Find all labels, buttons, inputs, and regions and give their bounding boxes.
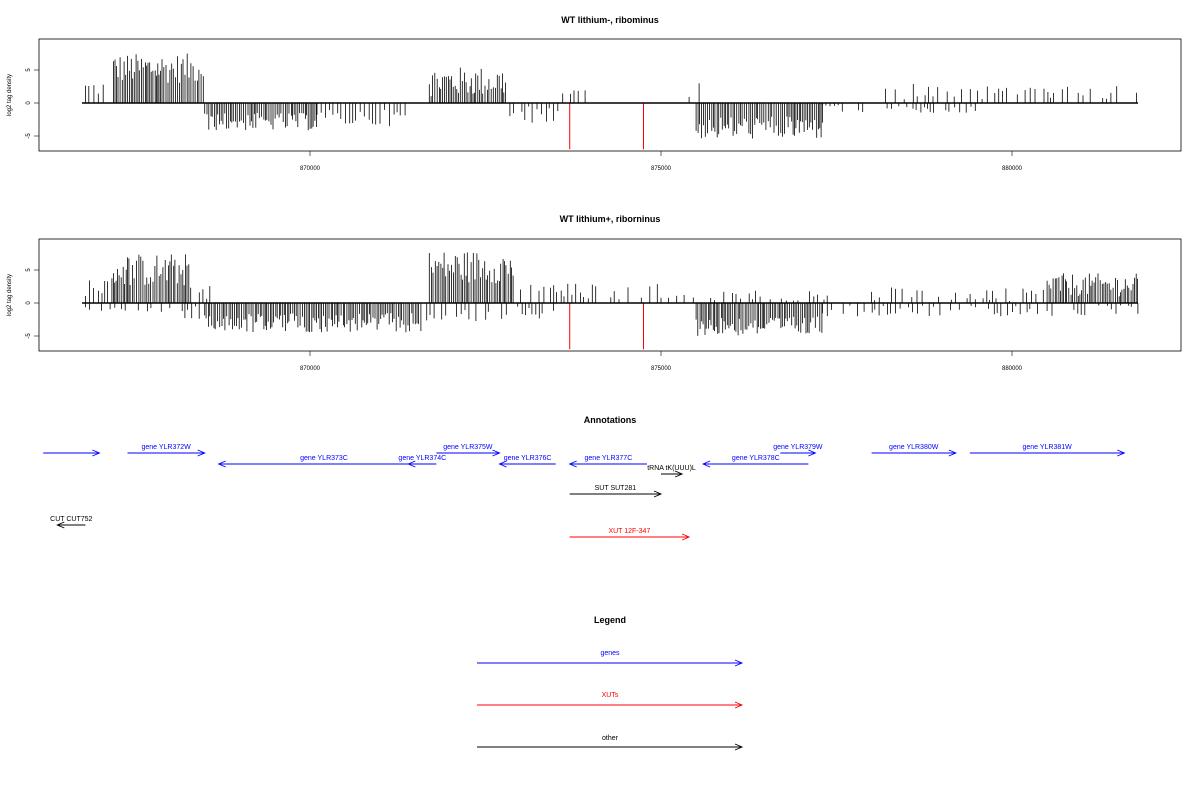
feature-arrowhead [681, 533, 691, 541]
legend-label-xuts: XUTs [602, 692, 619, 699]
feature-label: SUT SUT281 [595, 485, 637, 492]
panel1-bars [85, 53, 1137, 150]
feature-label: gene YLR373C [300, 455, 348, 462]
feature-label: gene YLR379W [773, 444, 823, 451]
feature-arrowhead [217, 460, 226, 468]
feature-label: gene YLR376C [504, 455, 552, 462]
feature-label: gene YLR375W [443, 444, 493, 451]
feature-label: gene YLR377C [585, 455, 633, 462]
panel2-ytick-label: 5 [26, 268, 32, 272]
panel2-ylabel: log2 tag density [7, 274, 13, 316]
panel2-title: WT lithium+, riborninus [560, 214, 661, 224]
legend-arrowhead-genes [734, 659, 744, 667]
panel1-ytick-label: -5 [26, 133, 32, 139]
panel1-ytick-label: 0 [26, 101, 32, 105]
panel1-xtick-label: 870000 [300, 166, 321, 172]
panel1-x-axis: 870000 875000 880000 [300, 151, 1023, 172]
feature-arrowhead [56, 521, 65, 529]
annotation-features: gene YLR372W gene YLR373C gene YLR374C gene… [43, 444, 1126, 541]
legend-label-other: other [602, 735, 619, 742]
feature-label: XUT 12F-347 [608, 528, 650, 535]
feature-arrowhead [568, 460, 577, 468]
feature-arrowhead [492, 449, 501, 457]
legend-label-genes: genes [600, 650, 620, 657]
feature-arrowhead [653, 490, 663, 498]
feature-arrowhead [1117, 449, 1126, 457]
panel1-ytick-label: 5 [26, 68, 32, 72]
panel1-xtick-label: 875000 [651, 166, 672, 172]
panel1-ylabel: log2 tag density [7, 74, 13, 116]
feature-label: gene YLR380W [889, 444, 939, 451]
legend-item-other: other [477, 735, 744, 751]
panel2-y-axis: -5 0 5 [26, 268, 39, 339]
panel2-frame [38, 238, 1182, 352]
annotations-title: Annotations [584, 415, 637, 425]
feature-arrowhead [948, 449, 957, 457]
feature-label: gene YLR381W [1022, 444, 1072, 451]
feature-arrowhead [701, 460, 711, 468]
legend-item-xuts: XUTs [477, 692, 744, 709]
legend-item-genes: genes [477, 650, 744, 667]
feature-label: gene YLR372W [141, 444, 191, 451]
feature-label: tRNA tK(UUU)L [647, 465, 696, 472]
feature-label: gene YLR374C [398, 455, 446, 462]
panel2-bars [85, 252, 1139, 350]
feature-arrowhead [808, 449, 817, 457]
panel2-ytick-label: 0 [26, 301, 32, 305]
feature-label: gene YLR378C [732, 455, 780, 462]
panel2-ytick-label: -5 [26, 333, 32, 339]
panel1-frame [38, 38, 1182, 152]
legend-arrowhead-xuts [734, 701, 744, 709]
feature-arrowhead [498, 460, 507, 468]
feature-arrowhead [674, 470, 684, 478]
feature-label: CUT CUT752 [50, 516, 92, 523]
panel2-xtick-label: 870000 [300, 366, 321, 372]
legend: Legend genes XUTs other [477, 615, 744, 751]
panel2-x-axis: 870000 875000 880000 [300, 351, 1023, 372]
feature-arrowhead [92, 449, 101, 457]
feature-arrowhead [197, 449, 206, 457]
panel-lithium-plus: WT lithium+, riborninus log2 tag density… [7, 214, 1182, 372]
panel-lithium-minus: WT lithium-, ribominus log2 tag density … [7, 15, 1182, 172]
panel2-xtick-label: 875000 [651, 366, 672, 372]
panel1-xtick-label: 880000 [1002, 166, 1023, 172]
panel2-xtick-label: 880000 [1002, 366, 1023, 372]
panel1-y-axis: -5 0 5 [26, 68, 39, 139]
feature-arrowhead [407, 460, 416, 468]
legend-title: Legend [594, 615, 626, 625]
panel1-title: WT lithium-, ribominus [561, 15, 659, 25]
legend-arrowhead-other [734, 743, 744, 751]
